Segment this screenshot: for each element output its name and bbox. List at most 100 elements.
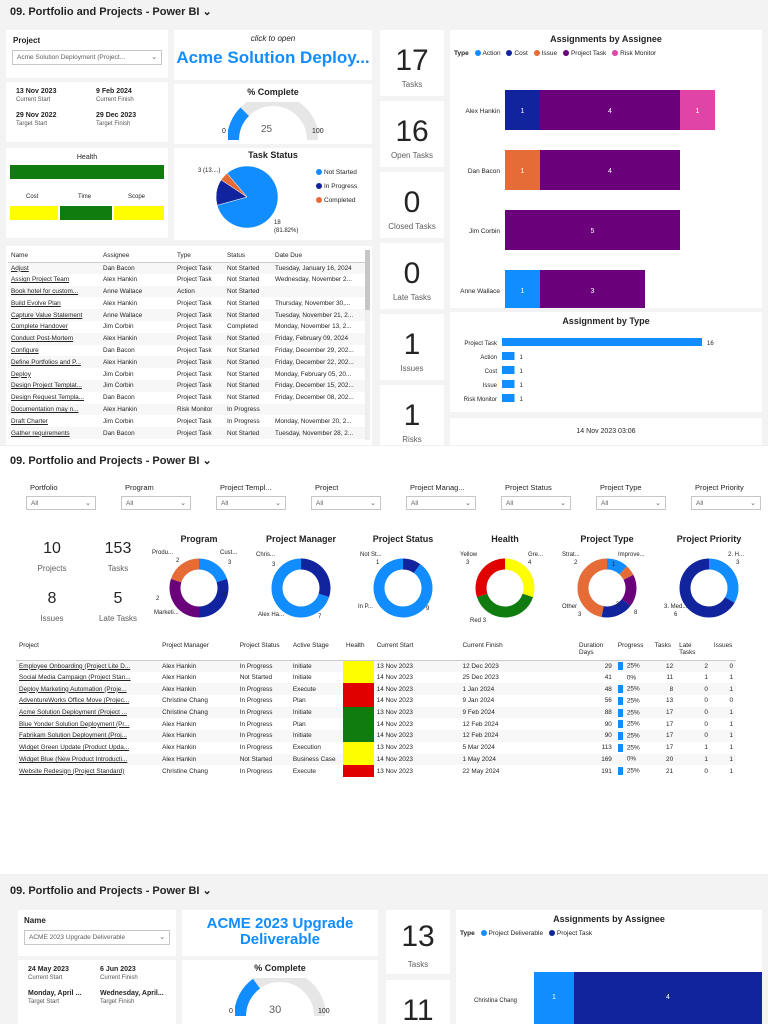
legend-not-started[interactable]: Not Started	[312, 166, 357, 180]
legend-project-deliverable[interactable]: Project Deliverable	[488, 930, 544, 937]
table-row[interactable]: Employee Onboarding (Project Lite D... Al…	[16, 660, 736, 672]
bar-project-task[interactable]	[505, 210, 680, 250]
donut-segment[interactable]	[601, 598, 631, 618]
bar-project-deliverable[interactable]: 1	[534, 972, 574, 1024]
bar-project-task[interactable]	[502, 338, 702, 346]
table-cell[interactable]: Fabrikam Solution Deployment (Proj...	[19, 732, 127, 740]
filter-dropdown[interactable]: All ⌄	[121, 496, 191, 510]
table-cell[interactable]: Complete Handover	[11, 323, 68, 331]
report-title[interactable]: 09. Portfolio and Projects - Power BI ⌄	[10, 6, 212, 18]
donut-segment[interactable]	[300, 558, 331, 598]
pie-slice-completed[interactable]	[220, 172, 248, 198]
table-cell[interactable]: Website Redesign (Project Standard)	[19, 767, 125, 775]
filter-dropdown[interactable]: All ⌄	[406, 496, 476, 510]
table-cell[interactable]: Employee Onboarding (Project Lite D...	[19, 662, 131, 670]
table-cell[interactable]: Social Media Campaign (Project Stan...	[19, 674, 131, 682]
table-row[interactable]: AdventureWorks Office Move (Projec... Chr…	[16, 695, 736, 707]
table-cell[interactable]: Define Portfolios and P...	[11, 358, 81, 366]
table-row[interactable]: Assign Project Team Alex Hankin Project Ta…	[8, 274, 368, 286]
legend-issue[interactable]: Issue	[541, 50, 558, 57]
bar-action[interactable]	[502, 352, 515, 360]
table-cell[interactable]: Draft Charter	[11, 417, 48, 425]
table-cell[interactable]: Widget Blue (New Product Introducti...	[19, 755, 128, 763]
table-row[interactable]: Define Portfolios and P... Alex Hankin Pro…	[8, 356, 368, 369]
column-header[interactable]: Type	[174, 250, 224, 263]
column-header[interactable]: Project Status	[236, 638, 290, 661]
column-header[interactable]: Status	[224, 250, 272, 263]
project-name-card[interactable]: click to open Acme Solution Deploy...	[174, 30, 372, 80]
table-row[interactable]: Book hotel for custom... Anne Wallace Acti…	[8, 285, 368, 298]
table-row[interactable]: Documentation may n... Alex Hankin Risk Mo…	[8, 403, 368, 416]
bar-issue[interactable]	[505, 150, 540, 190]
donut-segment[interactable]	[402, 558, 421, 574]
table-row[interactable]: Complete Handover Jim Corbin Project Task C…	[8, 321, 368, 333]
table-cell[interactable]: Deploy	[11, 370, 31, 378]
bar-project-task[interactable]	[540, 150, 680, 190]
task-status-pie[interactable]	[214, 164, 280, 230]
column-header[interactable]: Health	[343, 638, 374, 661]
chevron-down-icon[interactable]: ⌄	[202, 885, 212, 897]
table-scrollbar[interactable]	[365, 250, 370, 440]
table-cell[interactable]: Build Evolve Plan	[11, 299, 61, 307]
table-cell[interactable]: Acme Solution Deployment (Project ...	[19, 709, 127, 717]
donut-segment[interactable]	[170, 558, 200, 583]
filter-dropdown[interactable]: All ⌄	[501, 496, 571, 510]
table-cell[interactable]: Assign Project Team	[11, 276, 70, 284]
filter-dropdown[interactable]: All ⌄	[311, 496, 381, 510]
deliverable-name-card[interactable]: ACME 2023 Upgrade Deliverable	[182, 910, 378, 956]
table-row[interactable]: Design Project Templat... Jim Corbin Proje…	[8, 379, 368, 392]
table-row[interactable]: Adjust Dan Bacon Project Task Not Started Tu…	[8, 262, 368, 274]
donut-segment[interactable]	[475, 558, 506, 598]
column-header[interactable]: Current Start	[373, 638, 460, 661]
table-cell[interactable]: Design Project Templat...	[11, 382, 82, 390]
table-row[interactable]: Fabrikam Solution Deployment (Proj... Ale…	[16, 730, 736, 742]
donut-segment[interactable]	[606, 558, 627, 575]
donut-segment[interactable]	[577, 558, 608, 617]
legend-cost[interactable]: Cost	[514, 50, 528, 57]
table-row[interactable]: Acme Solution Deployment (Project ... Chr…	[16, 706, 736, 719]
table-row[interactable]: Build Evolve Plan Alex Hankin Project Task…	[8, 297, 368, 309]
column-header[interactable]: Project	[16, 638, 160, 661]
bar-cost[interactable]	[502, 366, 515, 374]
donut-segment[interactable]	[476, 593, 534, 618]
filter-dropdown[interactable]: All ⌄	[691, 496, 761, 510]
table-row[interactable]: Website Redesign (Project Standard) Chris…	[16, 765, 736, 777]
legend-completed[interactable]: Completed	[312, 194, 357, 208]
legend-project-task[interactable]: Project Task	[556, 930, 593, 937]
table-row[interactable]: Gather requirements Dan Bacon Project Task…	[8, 427, 368, 439]
table-cell[interactable]: Configure	[11, 346, 39, 354]
column-header[interactable]: Late Tasks	[676, 638, 711, 661]
column-header[interactable]: Assignee	[100, 250, 174, 263]
project-name-title[interactable]: Acme Solution Deploy...	[176, 48, 370, 67]
table-cell[interactable]: Documentation may n...	[11, 405, 79, 413]
donut-segment[interactable]	[373, 558, 433, 618]
chevron-down-icon[interactable]: ⌄	[202, 6, 212, 18]
filter-dropdown[interactable]: All ⌄	[216, 496, 286, 510]
table-cell[interactable]: Adjust	[11, 264, 29, 272]
column-header[interactable]: Tasks	[651, 638, 677, 661]
donut-segment[interactable]	[198, 578, 229, 618]
filter-dropdown[interactable]: All ⌄	[26, 496, 96, 510]
table-cell[interactable]: Capture Value Statement	[11, 311, 83, 319]
legend-in-progress[interactable]: In Progress	[312, 180, 357, 194]
column-header[interactable]: Project Manager	[159, 638, 237, 661]
table-row[interactable]: Design Request Templa... Dan Bacon Project…	[8, 392, 368, 404]
donut-segment[interactable]	[271, 558, 330, 618]
legend-risk-monitor[interactable]: Risk Monitor	[620, 50, 657, 57]
deliverable-title[interactable]: ACME 2023 Upgrade Deliverable	[206, 915, 354, 948]
table-row[interactable]: Capture Value Statement Anne Wallace Proje…	[8, 309, 368, 321]
table-row[interactable]: Social Media Campaign (Project Stan... Al…	[16, 671, 736, 684]
report-title[interactable]: 09. Portfolio and Projects - Power BI ⌄	[10, 885, 212, 897]
bar-risk-monitor[interactable]	[502, 394, 515, 402]
project-dropdown[interactable]: Acme Solution Deployment (Project... ⌄	[12, 50, 162, 65]
table-cell[interactable]: Blue Yonder Solution Deployment (Pr...	[19, 720, 130, 728]
bar-project-task[interactable]: 4	[574, 972, 762, 1024]
column-header[interactable]: Date Due	[272, 250, 368, 263]
chevron-down-icon[interactable]: ⌄	[202, 455, 212, 467]
table-cell[interactable]: Design Request Templa...	[11, 394, 85, 402]
bar-project-task[interactable]	[540, 270, 645, 308]
column-header[interactable]: Current Finish	[459, 638, 577, 661]
bar-issue[interactable]	[502, 380, 515, 388]
report-title[interactable]: 09. Portfolio and Projects - Power BI ⌄	[10, 455, 212, 467]
table-cell[interactable]: Conduct Post-Mortem	[11, 335, 74, 343]
